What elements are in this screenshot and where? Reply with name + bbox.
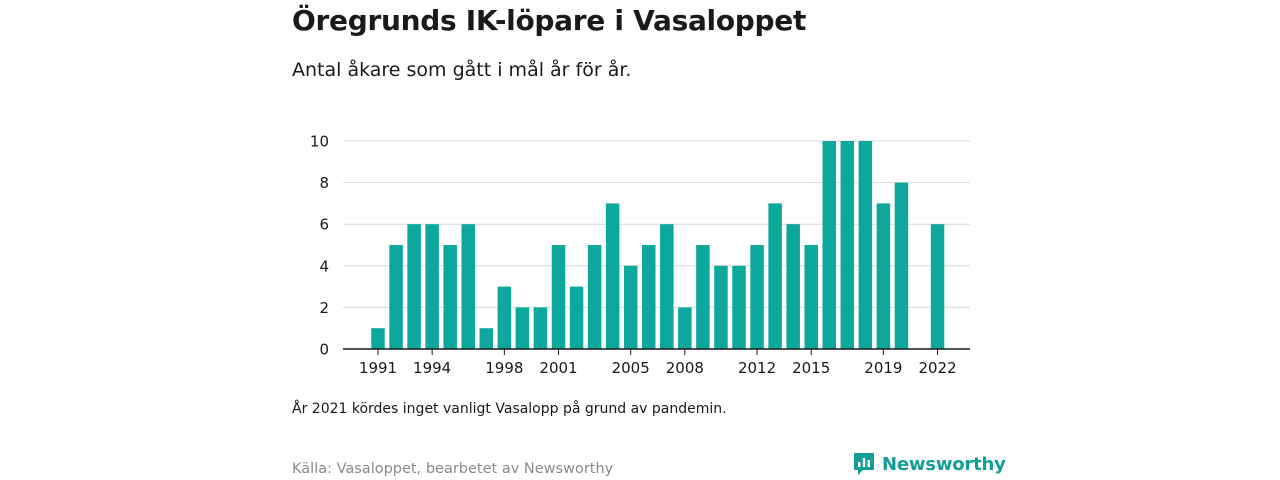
y-tick-label: 4: [319, 257, 329, 275]
bar: [642, 245, 656, 349]
bar: [750, 245, 764, 349]
bar: [407, 224, 421, 349]
x-tick-label: 2022: [918, 359, 956, 377]
x-tick-label: 2005: [612, 359, 650, 377]
x-tick-label: 1994: [413, 359, 451, 377]
x-tick-label: 2015: [792, 359, 830, 377]
brand-name: Newsworthy: [882, 453, 1006, 475]
x-tick-label: 2019: [864, 359, 902, 377]
bar: [515, 307, 530, 349]
bar: [497, 286, 512, 349]
chart-title: Öregrunds IK-löpare i Vasaloppet: [292, 4, 807, 37]
bar: [894, 182, 909, 349]
x-tick-label: 2008: [666, 359, 704, 377]
bar: [443, 245, 457, 349]
bar: [768, 203, 782, 349]
bar: [660, 224, 674, 349]
source-text: Källa: Vasaloppet, bearbetet av Newswort…: [292, 461, 614, 477]
bar-chart: 0 2 4 6 8 10 1991 1994 1998 2001 2005 2008 2012 2015…: [310, 133, 970, 377]
bar: [840, 141, 855, 349]
x-tick-label: 2001: [539, 359, 577, 377]
bar: [371, 328, 385, 349]
y-tick-label: 0: [319, 341, 329, 359]
bars: [371, 141, 945, 349]
bar: [858, 141, 873, 349]
chart-footnote: År 2021 kördes inget vanligt Vasalopp på…: [292, 401, 727, 417]
y-tick-label: 10: [310, 133, 329, 151]
bar: [461, 224, 475, 349]
bar: [696, 245, 710, 349]
y-axis-labels: 0 2 4 6 8 10: [310, 133, 329, 359]
x-tick-label: 2012: [738, 359, 776, 377]
bar: [623, 265, 638, 349]
bar: [551, 245, 566, 349]
y-tick-label: 8: [319, 174, 329, 192]
bar: [587, 245, 602, 349]
bar: [804, 245, 818, 349]
bar: [930, 224, 945, 349]
bar: [876, 203, 891, 349]
bar: [569, 286, 584, 349]
y-tick-label: 6: [319, 216, 329, 234]
x-tick-label: 1998: [485, 359, 523, 377]
newsworthy-logo-icon: [854, 453, 874, 475]
bar: [822, 141, 836, 349]
x-tick-label: 1991: [359, 359, 397, 377]
bar: [533, 307, 548, 349]
newsworthy-logo: Newsworthy: [853, 452, 1006, 476]
y-tick-label: 2: [319, 299, 329, 317]
bar: [732, 265, 746, 349]
chart-subtitle: Antal åkare som gått i mål år för år.: [292, 59, 632, 81]
bar: [786, 224, 800, 349]
bar: [389, 245, 403, 349]
bar: [479, 328, 494, 349]
bar: [714, 265, 728, 349]
bar: [605, 203, 620, 349]
bar: [425, 224, 439, 349]
x-axis-labels: 1991 1994 1998 2001 2005 2008 2012 2015 2019 2022: [359, 349, 957, 377]
bar: [678, 307, 692, 349]
